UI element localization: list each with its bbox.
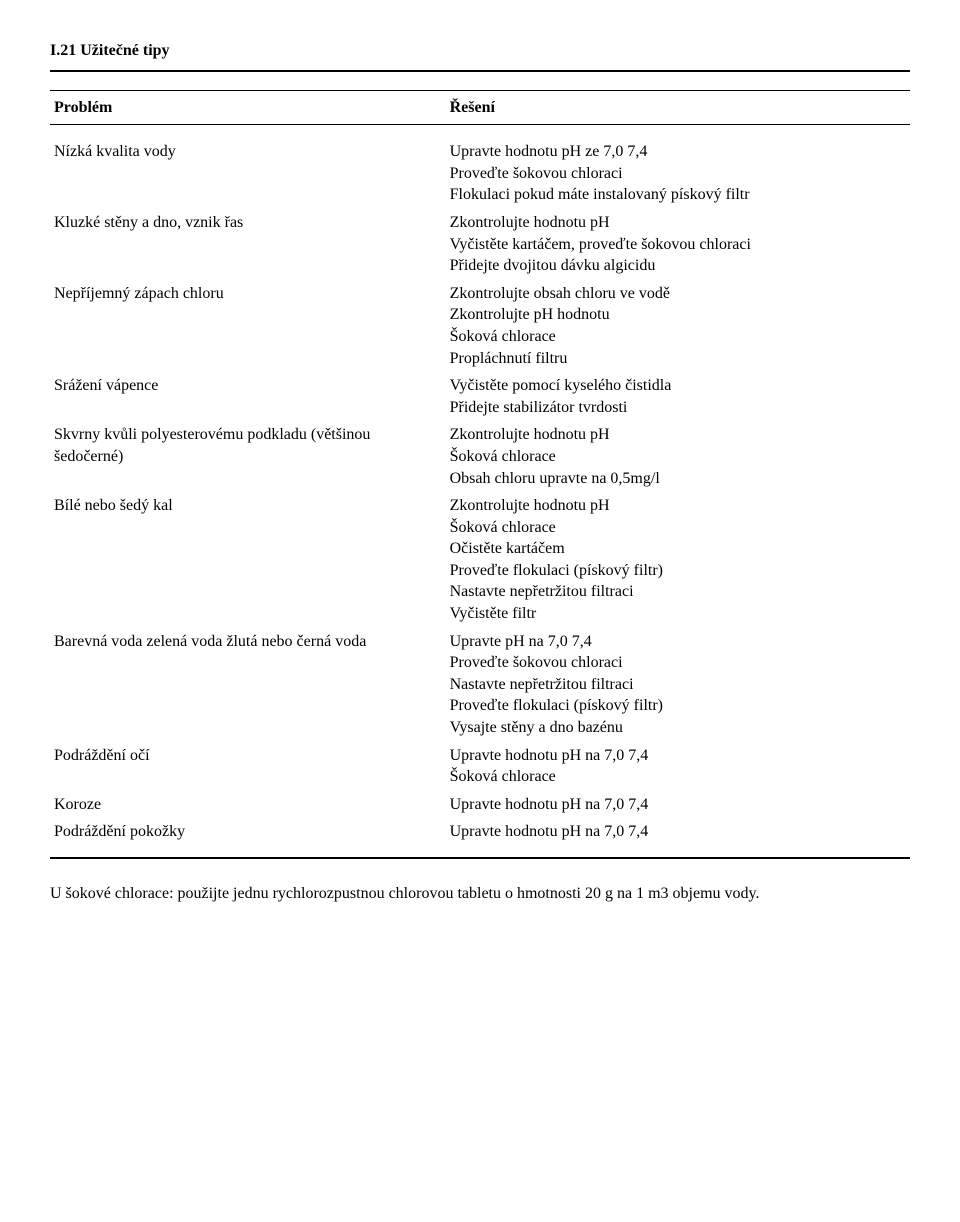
solution-line: Propláchnutí filtru — [450, 348, 906, 370]
solution-line: Upravte hodnotu pH na 7,0 7,4 — [450, 794, 906, 816]
section-title: I.21 Užitečné tipy — [50, 40, 910, 62]
solution-line: Obsah chloru upravte na 0,5mg/l — [450, 468, 906, 490]
solution-cell: Upravte hodnotu pH na 7,0 7,4Šoková chlo… — [446, 741, 910, 790]
problem-cell: Skvrny kvůli polyesterovému podkladu (vě… — [50, 420, 446, 491]
solution-line: Upravte hodnotu pH ze 7,0 7,4 — [450, 141, 906, 163]
tips-table: Problém Řešení Nízká kvalita vodyUpravte… — [50, 90, 910, 859]
table-row: Podráždění pokožkyUpravte hodnotu pH na … — [50, 817, 910, 858]
solution-line: Proveďte flokulaci (pískový filtr) — [450, 560, 906, 582]
solution-cell: Zkontrolujte obsah chloru ve voděZkontro… — [446, 279, 910, 371]
solution-line: Nastavte nepřetržitou filtraci — [450, 674, 906, 696]
problem-cell: Barevná voda zelená voda žlutá nebo čern… — [50, 627, 446, 741]
table-header-row: Problém Řešení — [50, 90, 910, 125]
solution-cell: Upravte hodnotu pH ze 7,0 7,4Proveďte šo… — [446, 125, 910, 208]
table-row: Nízká kvalita vodyUpravte hodnotu pH ze … — [50, 125, 910, 208]
problem-cell: Nepříjemný zápach chloru — [50, 279, 446, 371]
section-rule — [50, 70, 910, 72]
solution-line: Šoková chlorace — [450, 517, 906, 539]
solution-line: Šoková chlorace — [450, 766, 906, 788]
solution-line: Proveďte šokovou chloraci — [450, 652, 906, 674]
solution-line: Zkontrolujte hodnotu pH — [450, 212, 906, 234]
table-row: Skvrny kvůli polyesterovému podkladu (vě… — [50, 420, 910, 491]
solution-line: Upravte hodnotu pH na 7,0 7,4 — [450, 745, 906, 767]
solution-cell: Upravte hodnotu pH na 7,0 7,4 — [446, 790, 910, 818]
table-row: Nepříjemný zápach chloruZkontrolujte obs… — [50, 279, 910, 371]
solution-cell: Vyčistěte pomocí kyselého čistidlaPřidej… — [446, 371, 910, 420]
solution-line: Zkontrolujte pH hodnotu — [450, 304, 906, 326]
header-problem: Problém — [50, 90, 446, 125]
table-row: Bílé nebo šedý kalZkontrolujte hodnotu p… — [50, 491, 910, 627]
table-row: Srážení vápenceVyčistěte pomocí kyselého… — [50, 371, 910, 420]
problem-cell: Kluzké stěny a dno, vznik řas — [50, 208, 446, 279]
problem-cell: Nízká kvalita vody — [50, 125, 446, 208]
problem-cell: Bílé nebo šedý kal — [50, 491, 446, 627]
solution-line: Nastavte nepřetržitou filtraci — [450, 581, 906, 603]
solution-line: Šoková chlorace — [450, 326, 906, 348]
solution-line: Přidejte dvojitou dávku algicidu — [450, 255, 906, 277]
solution-line: Šoková chlorace — [450, 446, 906, 468]
solution-line: Upravte pH na 7,0 7,4 — [450, 631, 906, 653]
table-row: Podráždění očíUpravte hodnotu pH na 7,0 … — [50, 741, 910, 790]
problem-cell: Koroze — [50, 790, 446, 818]
solution-line: Očistěte kartáčem — [450, 538, 906, 560]
solution-cell: Zkontrolujte hodnotu pHVyčistěte kartáče… — [446, 208, 910, 279]
solution-line: Upravte hodnotu pH na 7,0 7,4 — [450, 821, 906, 843]
solution-line: Proveďte flokulaci (pískový filtr) — [450, 695, 906, 717]
problem-cell: Podráždění očí — [50, 741, 446, 790]
solution-cell: Upravte hodnotu pH na 7,0 7,4 — [446, 817, 910, 858]
solution-cell: Zkontrolujte hodnotu pHŠoková chloraceOb… — [446, 420, 910, 491]
solution-line: Vyčistěte pomocí kyselého čistidla — [450, 375, 906, 397]
solution-line: Vysajte stěny a dno bazénu — [450, 717, 906, 739]
solution-line: Vyčistěte kartáčem, proveďte šokovou chl… — [450, 234, 906, 256]
table-row: KorozeUpravte hodnotu pH na 7,0 7,4 — [50, 790, 910, 818]
solution-line: Zkontrolujte hodnotu pH — [450, 424, 906, 446]
table-row: Barevná voda zelená voda žlutá nebo čern… — [50, 627, 910, 741]
solution-line: Proveďte šokovou chloraci — [450, 163, 906, 185]
problem-cell: Podráždění pokožky — [50, 817, 446, 858]
header-solution: Řešení — [446, 90, 910, 125]
solution-line: Zkontrolujte hodnotu pH — [450, 495, 906, 517]
solution-line: Vyčistěte filtr — [450, 603, 906, 625]
footnote: U šokové chlorace: použijte jednu rychlo… — [50, 883, 910, 905]
solution-line: Zkontrolujte obsah chloru ve vodě — [450, 283, 906, 305]
problem-cell: Srážení vápence — [50, 371, 446, 420]
solution-line: Flokulaci pokud máte instalovaný pískový… — [450, 184, 906, 206]
solution-cell: Zkontrolujte hodnotu pHŠoková chloraceOč… — [446, 491, 910, 627]
solution-cell: Upravte pH na 7,0 7,4Proveďte šokovou ch… — [446, 627, 910, 741]
table-row: Kluzké stěny a dno, vznik řasZkontrolujt… — [50, 208, 910, 279]
solution-line: Přidejte stabilizátor tvrdosti — [450, 397, 906, 419]
